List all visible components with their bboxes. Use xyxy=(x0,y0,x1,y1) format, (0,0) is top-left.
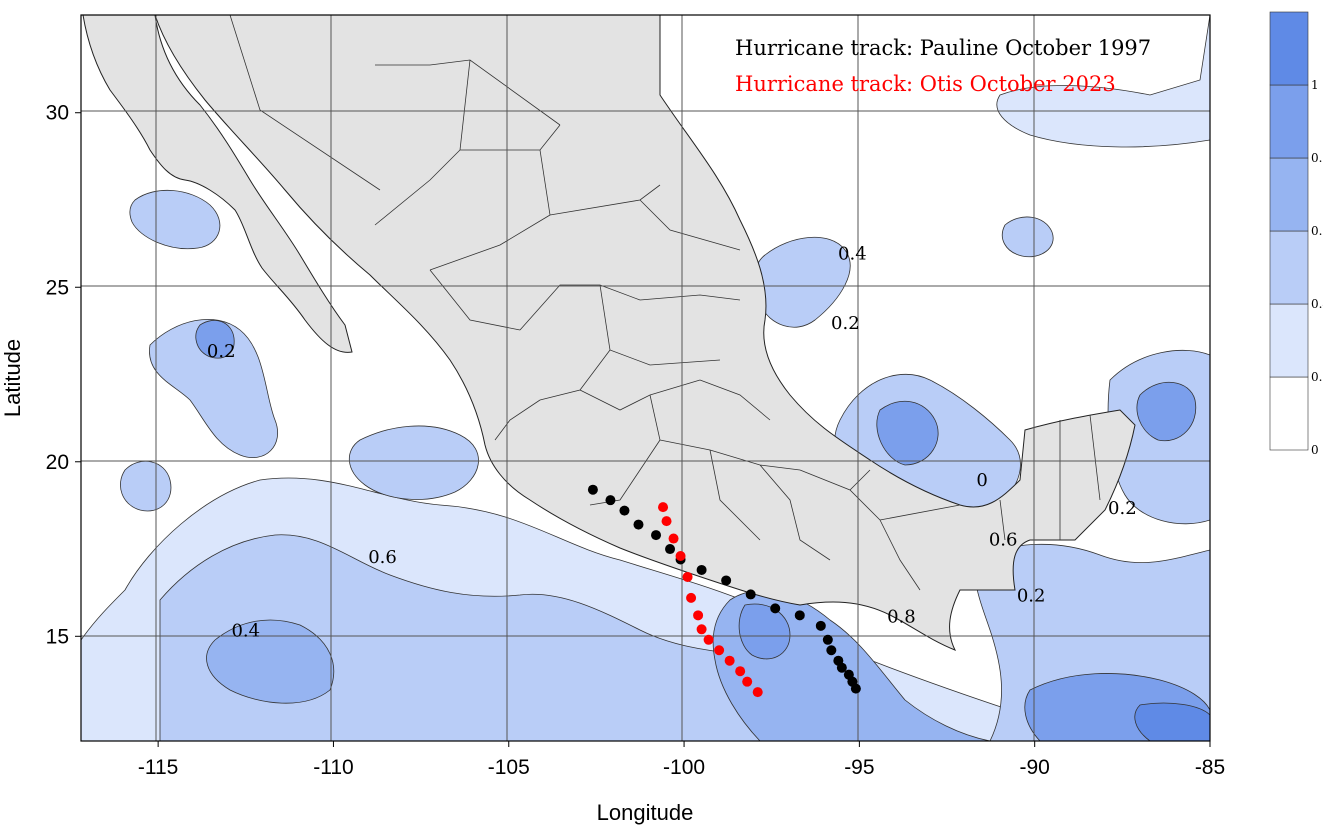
pauline-track-point xyxy=(651,530,662,541)
colorbar-tick-label: 0.6 xyxy=(1311,224,1323,238)
contour-band-gulf-yucatan-high xyxy=(876,401,939,466)
otis-track-point xyxy=(686,592,697,603)
mexico-mainland-outline xyxy=(154,15,1136,651)
contour-label: 0.2 xyxy=(1108,498,1137,519)
x-tick-label: -105 xyxy=(488,756,530,779)
colorbar-tick-label: 1 xyxy=(1311,78,1319,92)
pauline-track-point xyxy=(822,634,833,645)
x-tick-label: -85 xyxy=(1195,756,1225,779)
x-axis-ticks: -115 -110 -105 -100 -95 -90 -85 xyxy=(138,741,1225,779)
pauline-track-point xyxy=(696,564,707,575)
otis-track-point xyxy=(661,516,672,527)
y-axis-label: Latitude xyxy=(0,339,25,417)
pauline-track-point xyxy=(836,662,847,673)
colorbar-swatch xyxy=(1269,157,1309,232)
track-otis xyxy=(658,502,763,698)
colorbar-swatch xyxy=(1269,303,1309,378)
contour-band-caribbean-high xyxy=(1136,381,1197,442)
y-tick-label: 30 xyxy=(46,102,69,125)
contour-band-pacific-high xyxy=(206,619,334,704)
contour-label: 0 xyxy=(976,470,987,491)
colorbar-swatch xyxy=(1269,84,1309,159)
legend: Hurricane track: Pauline October 1997 Hu… xyxy=(735,36,1151,96)
colorbar-tick-label: 0 xyxy=(1311,443,1319,457)
contour-label: 0.4 xyxy=(838,243,867,264)
pauline-track-point xyxy=(633,519,644,530)
baja-california-outline xyxy=(82,15,353,353)
otis-track-point xyxy=(703,634,714,645)
contour-band-west-pacific xyxy=(120,461,172,512)
pauline-track-point xyxy=(721,575,732,586)
contour-band-southeast-max xyxy=(1134,702,1210,741)
otis-track-point xyxy=(693,610,704,621)
contour-label: 0.2 xyxy=(831,313,860,334)
x-axis-label: Longitude xyxy=(597,800,694,825)
pauline-track-point xyxy=(794,610,805,621)
colorbar-swatch xyxy=(1269,230,1309,305)
x-tick-label: -95 xyxy=(844,756,874,779)
contour-band-east-gulf-north xyxy=(996,15,1210,148)
otis-track-point xyxy=(696,624,707,635)
colorbar: 0 0.2 0.4 0.6 0.8 1 xyxy=(1269,11,1323,457)
contour-band-baja-south-high xyxy=(195,320,235,359)
track-pauline xyxy=(587,484,861,694)
pauline-track-point xyxy=(826,645,837,656)
pauline-track-point xyxy=(605,495,616,506)
contour-field xyxy=(81,15,1210,741)
legend-entry-otis: Hurricane track: Otis October 2023 xyxy=(735,72,1116,96)
otis-track-point xyxy=(668,533,679,544)
y-tick-label: 25 xyxy=(46,276,69,299)
colorbar-tick-label: 0.4 xyxy=(1311,297,1323,311)
x-tick-label: -90 xyxy=(1020,756,1050,779)
otis-track-point xyxy=(724,655,735,666)
contour-labels: 0.2 0.6 0.4 0.4 0.2 0 0.6 0.2 0.8 0.2 xyxy=(207,243,1137,641)
colorbar-swatch xyxy=(1269,11,1309,86)
colorbar-swatch xyxy=(1269,376,1309,451)
hurricane-tracks xyxy=(587,484,861,698)
contour-band-gulf-east xyxy=(1001,216,1054,258)
contour-label: 0.2 xyxy=(1017,585,1046,606)
contour-band-baja-south xyxy=(149,318,278,458)
otis-track-point xyxy=(752,687,763,698)
colorbar-tick-label: 0.2 xyxy=(1311,370,1323,384)
pauline-track-point xyxy=(745,589,756,600)
contour-label: 0.6 xyxy=(989,530,1018,551)
pauline-track-point xyxy=(619,505,630,516)
y-tick-label: 15 xyxy=(46,625,69,648)
x-tick-label: -110 xyxy=(313,756,353,779)
pauline-track-point xyxy=(587,484,598,495)
mexico-landmass xyxy=(82,15,1136,651)
pauline-track-point xyxy=(815,620,826,631)
legend-entry-pauline: Hurricane track: Pauline October 1997 xyxy=(735,36,1151,60)
colorbar-tick-label: 0.8 xyxy=(1311,151,1323,165)
contour-label: 0.8 xyxy=(887,606,916,627)
pauline-track-point xyxy=(850,683,861,694)
otis-track-point xyxy=(682,571,693,582)
plot-frame xyxy=(80,14,1211,742)
x-tick-label: -115 xyxy=(138,756,178,779)
contour-label: 0.4 xyxy=(231,620,260,641)
contour-label: 0.6 xyxy=(368,547,397,568)
otis-track-point xyxy=(714,645,725,656)
gridlines xyxy=(81,15,1210,741)
contour-band-midpacific xyxy=(348,425,479,500)
otis-track-point xyxy=(742,676,753,687)
y-tick-label: 20 xyxy=(46,451,69,474)
otis-track-point xyxy=(675,551,686,562)
state-boundaries xyxy=(229,15,1101,591)
y-axis-ticks: 15 20 25 30 xyxy=(46,102,81,648)
x-tick-label: -100 xyxy=(663,756,705,779)
pauline-track-point xyxy=(770,603,781,614)
contour-band-baja-west xyxy=(129,189,221,250)
otis-track-point xyxy=(735,666,746,677)
otis-track-point xyxy=(658,502,669,513)
contour-label: 0.2 xyxy=(207,341,236,362)
pauline-track-point xyxy=(665,544,676,555)
